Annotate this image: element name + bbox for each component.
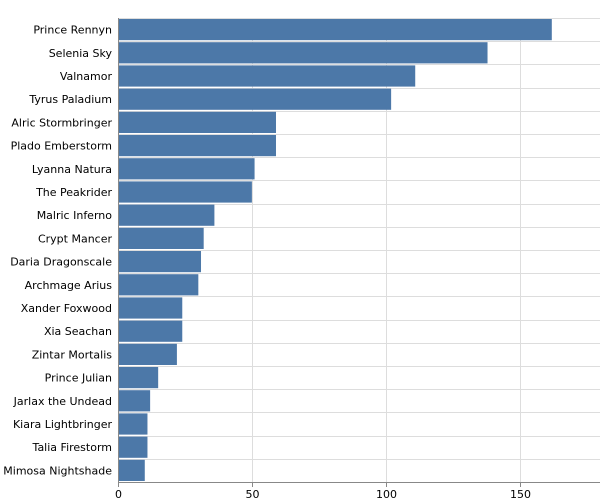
grid-lines bbox=[118, 18, 600, 483]
bar bbox=[118, 158, 255, 180]
bar bbox=[118, 459, 145, 481]
x-tick-labels: 0 50 100 150 bbox=[115, 488, 531, 501]
bar bbox=[118, 227, 204, 249]
category-label: Zintar Mortalis bbox=[32, 348, 113, 361]
category-label: Alric Stormbringer bbox=[11, 116, 112, 129]
bar bbox=[118, 204, 215, 226]
bar bbox=[118, 42, 488, 64]
bar bbox=[118, 367, 159, 389]
x-tick-label: 150 bbox=[510, 488, 531, 501]
category-label: Mimosa Nightshade bbox=[3, 464, 112, 477]
bar bbox=[118, 19, 552, 41]
category-label: Plado Emberstorm bbox=[11, 140, 112, 153]
category-label: Prince Julian bbox=[45, 372, 112, 385]
bar bbox=[118, 436, 148, 458]
category-labels: Prince Rennyn Selenia Sky Valnamor Tyrus Pa… bbox=[3, 24, 112, 478]
bar bbox=[118, 413, 148, 435]
bar bbox=[118, 343, 177, 365]
category-label: Valnamor bbox=[60, 70, 113, 83]
category-label: Selenia Sky bbox=[49, 47, 113, 60]
bar bbox=[118, 320, 183, 342]
axes bbox=[118, 18, 600, 487]
bar bbox=[118, 274, 199, 296]
x-tick-label: 100 bbox=[376, 488, 397, 501]
x-tick-label: 50 bbox=[246, 488, 260, 501]
category-label: Jarlax the Undead bbox=[13, 395, 112, 408]
category-label: The Peakrider bbox=[35, 186, 112, 199]
category-label: Xander Foxwood bbox=[21, 302, 112, 315]
category-label: Crypt Mancer bbox=[38, 232, 113, 245]
bar bbox=[118, 297, 183, 319]
bars bbox=[118, 19, 552, 481]
bar bbox=[118, 390, 151, 412]
category-label: Prince Rennyn bbox=[33, 24, 112, 37]
category-label: Daria Dragonscale bbox=[10, 256, 112, 269]
bar bbox=[118, 135, 276, 157]
x-tick-label: 0 bbox=[115, 488, 122, 501]
category-label: Malric Inferno bbox=[37, 209, 113, 222]
category-label: Xia Seachan bbox=[44, 325, 112, 338]
bar bbox=[118, 181, 252, 203]
category-label: Tyrus Paladium bbox=[28, 93, 112, 106]
bar bbox=[118, 88, 392, 110]
category-label: Kiara Lightbringer bbox=[13, 418, 113, 431]
bar bbox=[118, 65, 416, 87]
category-label: Lyanna Natura bbox=[32, 163, 112, 176]
category-label: Talia Firestorm bbox=[32, 441, 112, 454]
bar bbox=[118, 251, 202, 273]
bar bbox=[118, 111, 276, 133]
category-label: Archmage Arius bbox=[25, 279, 113, 292]
